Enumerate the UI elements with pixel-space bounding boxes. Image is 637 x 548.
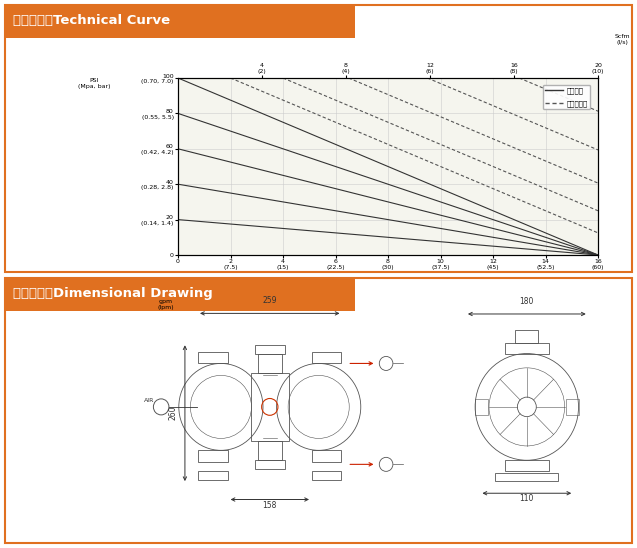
Bar <box>255 345 285 353</box>
Bar <box>312 352 341 363</box>
Bar <box>566 399 578 415</box>
Text: 260: 260 <box>168 406 177 420</box>
Bar <box>257 441 282 460</box>
Bar <box>312 471 341 481</box>
Bar <box>199 352 227 363</box>
Bar <box>515 330 538 343</box>
Text: 158: 158 <box>262 500 277 510</box>
Bar <box>5 5 632 272</box>
Bar <box>5 278 355 311</box>
Text: 180: 180 <box>520 297 534 306</box>
Text: 259: 259 <box>262 296 277 305</box>
Bar <box>475 399 488 415</box>
Bar <box>505 343 549 353</box>
Bar <box>5 5 355 38</box>
Text: PSI
(Mpa, bar): PSI (Mpa, bar) <box>78 78 110 89</box>
Bar <box>5 278 632 543</box>
Bar <box>255 460 285 469</box>
Text: gpm
(lpm): gpm (lpm) <box>157 299 174 310</box>
Bar <box>199 450 227 461</box>
Bar <box>312 450 341 461</box>
Bar <box>496 473 559 481</box>
Text: AIR: AIR <box>145 398 155 403</box>
Text: 110: 110 <box>520 494 534 503</box>
Bar <box>257 353 282 373</box>
Text: 安装尺寸图Dimensional Drawing: 安装尺寸图Dimensional Drawing <box>13 288 213 300</box>
Legend: 空气压力, 空气消耗量: 空气压力, 空气消耗量 <box>543 85 590 110</box>
Bar <box>251 373 289 441</box>
Text: 性能曲线图Technical Curve: 性能曲线图Technical Curve <box>13 14 170 27</box>
Bar <box>199 471 227 481</box>
Text: Scfm
(l/s): Scfm (l/s) <box>615 34 631 44</box>
Bar <box>505 460 549 471</box>
